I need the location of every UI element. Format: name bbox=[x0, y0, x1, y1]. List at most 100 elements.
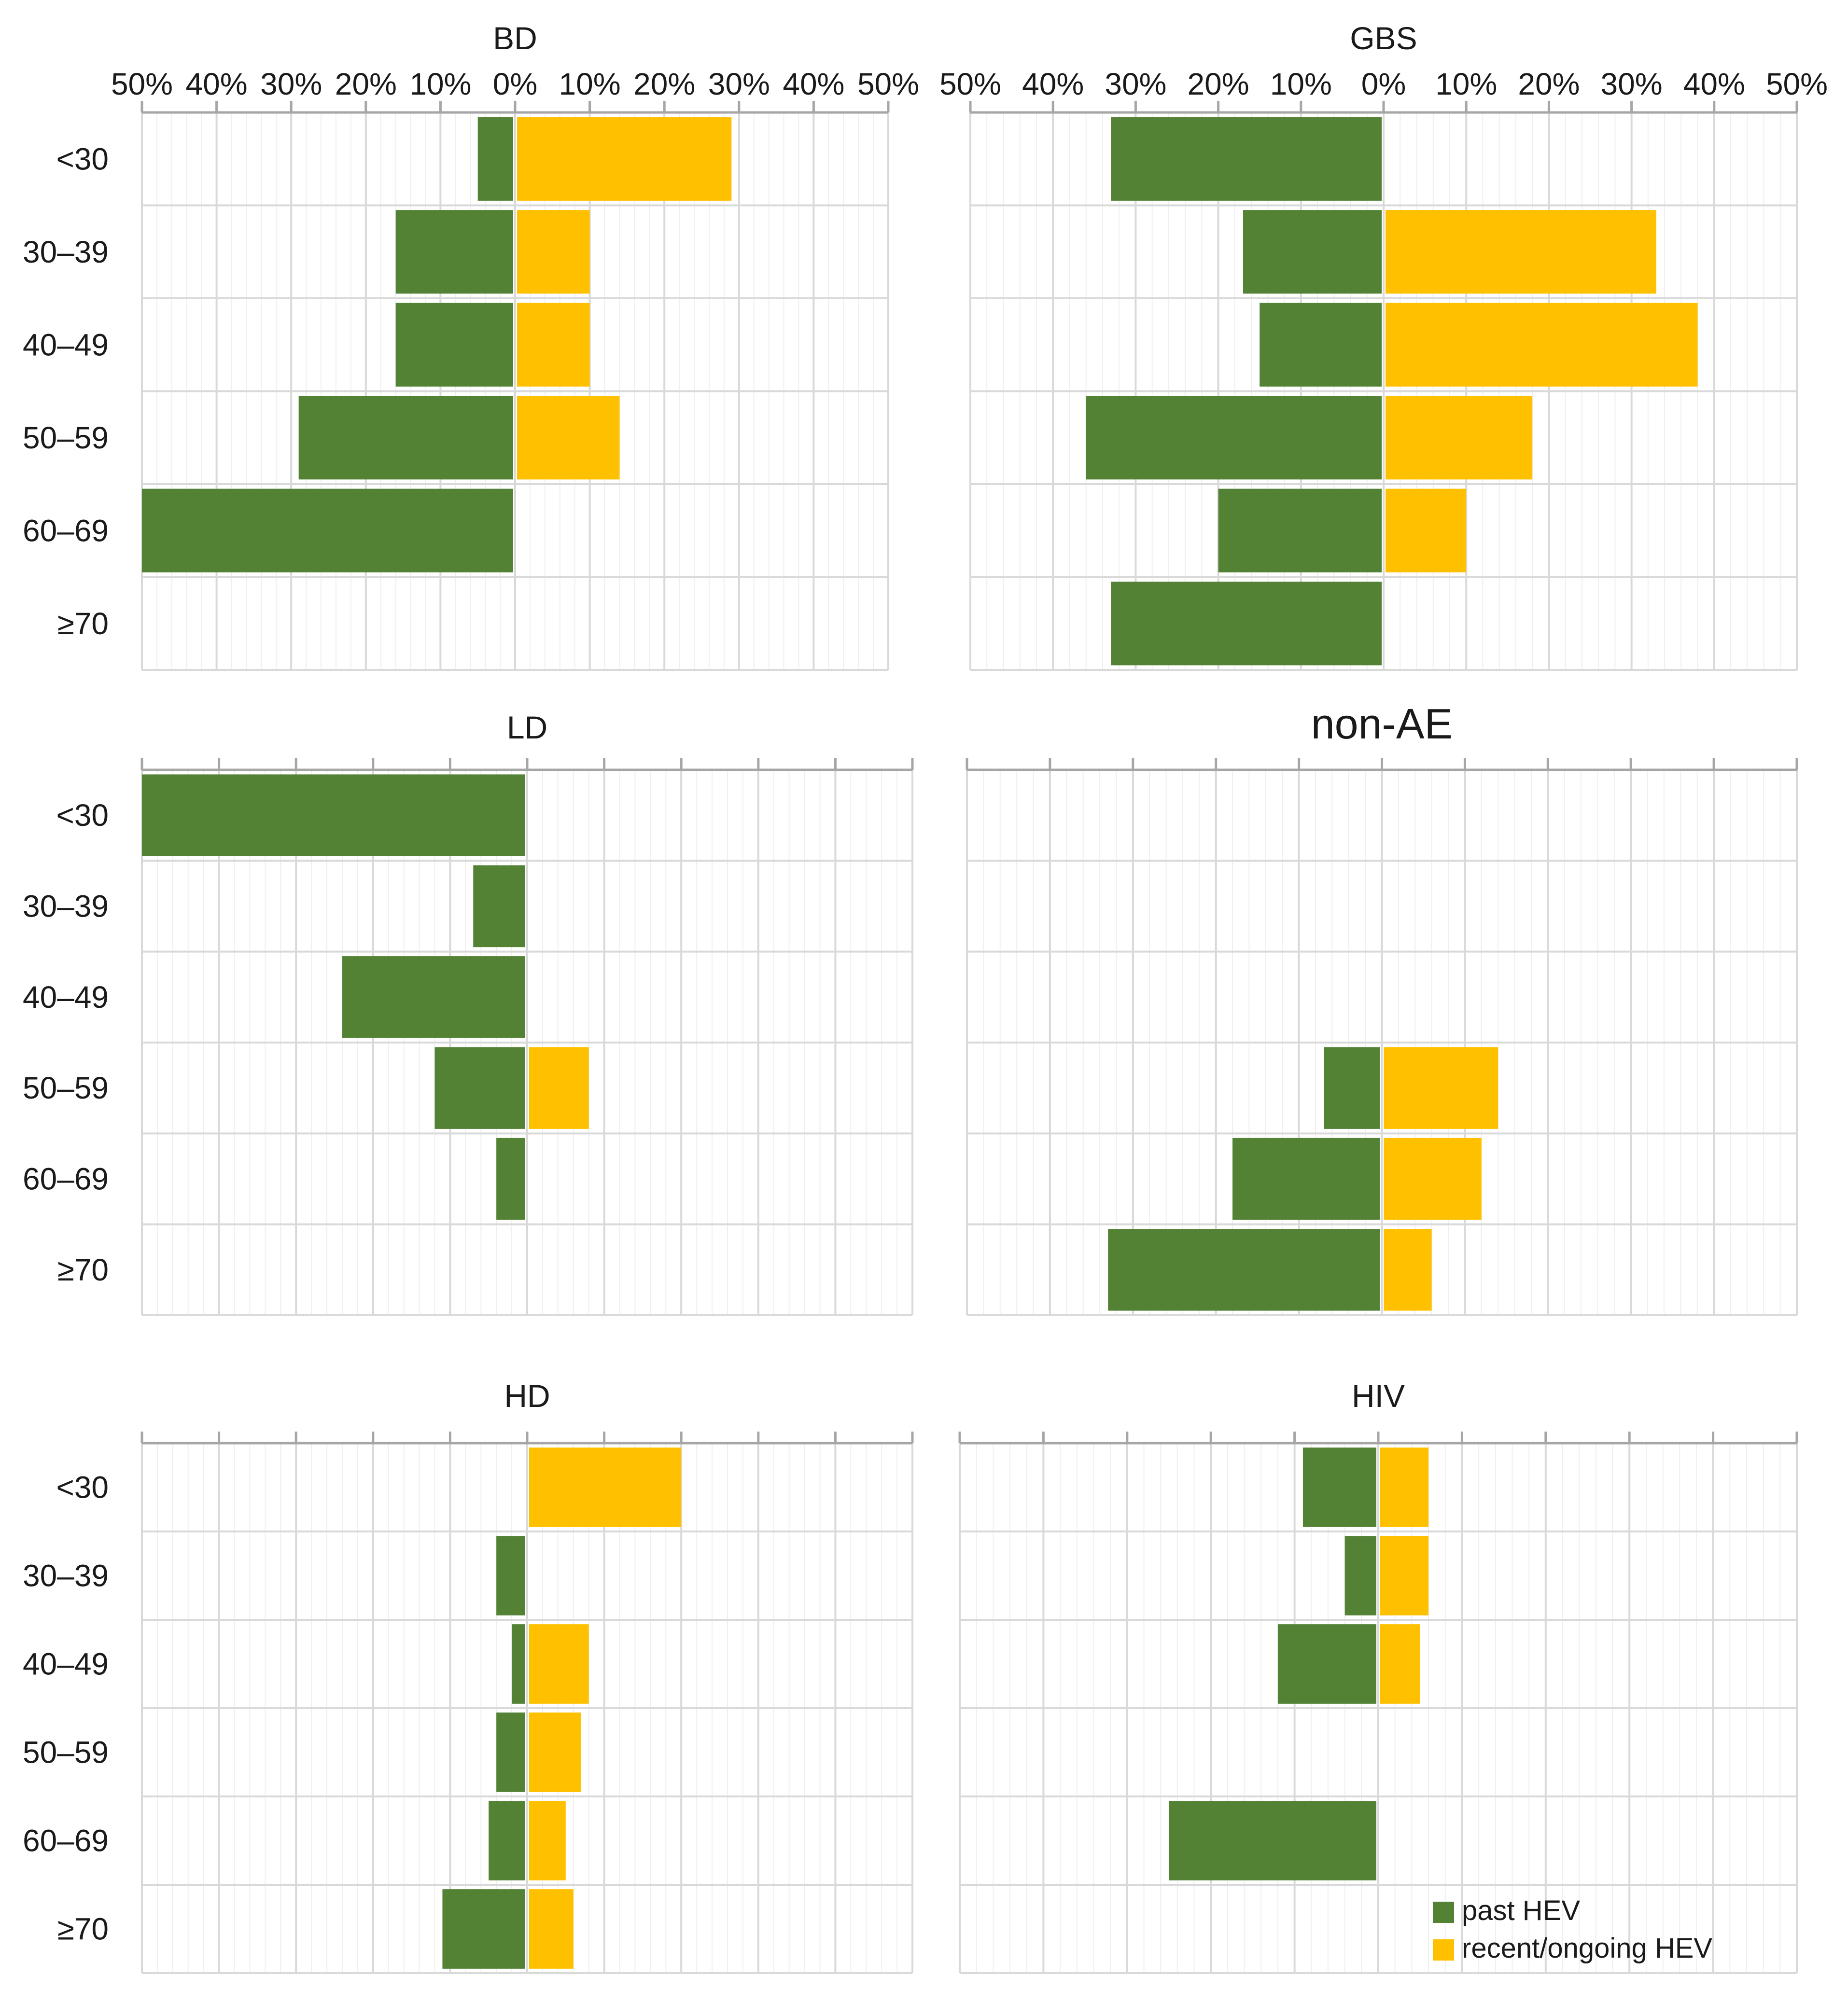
category-label: 50–59 bbox=[23, 1735, 109, 1770]
x-tick-label: 30% bbox=[1105, 67, 1166, 101]
category-label: 40–49 bbox=[23, 1647, 109, 1682]
chart-panel-1: 50% 40% 30% 20% 10% 0% 10% 20% 30% 40% 50% GBS bbox=[939, 20, 1828, 671]
x-tick-label: 40% bbox=[1683, 67, 1745, 101]
bar-past-3 bbox=[1086, 396, 1382, 480]
legend-label-past: past HEV bbox=[1462, 1895, 1580, 1926]
legend: past HEV recent/ongoing HEV bbox=[1433, 1895, 1712, 1964]
bar-recent-1 bbox=[517, 210, 590, 294]
x-tick-label: 50% bbox=[1766, 67, 1828, 101]
x-tick-label: 0% bbox=[493, 67, 538, 101]
x-tick-label: 20% bbox=[335, 67, 397, 101]
x-tick-label: 40% bbox=[186, 67, 248, 101]
bar-recent-3 bbox=[517, 396, 620, 480]
chart-panel-3: non-AE bbox=[966, 700, 1798, 1316]
bar-recent-5 bbox=[1384, 1229, 1432, 1311]
x-tick-label: 10% bbox=[559, 67, 621, 101]
bar-recent-0 bbox=[1380, 1447, 1429, 1527]
bar-past-5 bbox=[442, 1889, 525, 1969]
x-tick-label: 10% bbox=[409, 67, 471, 101]
x-tick-label: 10% bbox=[1435, 67, 1497, 101]
legend-swatch-past bbox=[1433, 1902, 1454, 1923]
bar-past-1 bbox=[1243, 210, 1382, 294]
category-label: 40–49 bbox=[23, 980, 109, 1015]
bar-recent-2 bbox=[529, 1624, 589, 1704]
x-tick-label: 0% bbox=[1361, 67, 1406, 101]
bar-recent-2 bbox=[1380, 1624, 1420, 1704]
bar-past-3 bbox=[434, 1047, 525, 1129]
bar-recent-1 bbox=[1386, 210, 1656, 294]
category-label: ≥70 bbox=[57, 606, 109, 641]
bar-recent-2 bbox=[517, 303, 590, 387]
bar-past-3 bbox=[496, 1712, 525, 1792]
bar-past-0 bbox=[142, 774, 525, 856]
bar-recent-4 bbox=[529, 1801, 566, 1880]
bar-past-0 bbox=[1302, 1447, 1376, 1527]
bar-past-0 bbox=[477, 117, 513, 201]
legend-swatch-recent bbox=[1433, 1939, 1454, 1961]
x-tick-label: 50% bbox=[857, 67, 919, 101]
category-label: <30 bbox=[56, 798, 109, 833]
bar-past-4 bbox=[489, 1801, 525, 1880]
bar-past-5 bbox=[1111, 582, 1382, 666]
x-tick-label: 30% bbox=[1601, 67, 1663, 101]
bar-recent-2 bbox=[1386, 303, 1698, 387]
bar-past-2 bbox=[1277, 1624, 1376, 1704]
category-label: ≥70 bbox=[57, 1252, 109, 1287]
bar-recent-3 bbox=[529, 1047, 589, 1129]
chart-title: GBS bbox=[1350, 20, 1417, 56]
chart-panel-5: HIV bbox=[958, 1378, 1798, 1974]
bar-past-1 bbox=[1344, 1536, 1376, 1615]
category-label: 40–49 bbox=[23, 327, 109, 362]
x-tick-label: 30% bbox=[708, 67, 770, 101]
bar-past-1 bbox=[473, 865, 525, 947]
x-tick-label: 50% bbox=[939, 67, 1001, 101]
category-label: <30 bbox=[56, 141, 109, 176]
bar-past-2 bbox=[342, 956, 525, 1038]
bar-past-2 bbox=[395, 303, 513, 387]
category-label: 60–69 bbox=[23, 1823, 109, 1858]
bar-past-4 bbox=[496, 1138, 525, 1220]
x-tick-label: 10% bbox=[1270, 67, 1332, 101]
bar-recent-3 bbox=[1386, 396, 1533, 480]
chart-title: LD bbox=[507, 710, 547, 745]
x-tick-label: 30% bbox=[260, 67, 322, 101]
category-label: 50–59 bbox=[23, 1071, 109, 1105]
chart-panel-2: <30 30–39 40–49 50–59 60–69 ≥70 LD bbox=[23, 710, 914, 1316]
x-tick-label: 40% bbox=[1022, 67, 1084, 101]
bar-past-2 bbox=[512, 1624, 525, 1704]
category-label: ≥70 bbox=[57, 1912, 109, 1947]
category-label: 30–39 bbox=[23, 1559, 109, 1593]
bar-recent-3 bbox=[529, 1712, 581, 1792]
bar-recent-4 bbox=[1384, 1138, 1482, 1220]
bar-recent-0 bbox=[517, 117, 732, 201]
x-tick-label: 50% bbox=[111, 67, 173, 101]
bar-past-1 bbox=[395, 210, 513, 294]
bar-recent-1 bbox=[1380, 1536, 1429, 1615]
bar-recent-0 bbox=[529, 1447, 682, 1527]
bar-past-0 bbox=[1111, 117, 1382, 201]
category-label: <30 bbox=[56, 1470, 109, 1505]
chart-title: non-AE bbox=[1311, 700, 1453, 748]
x-tick-label: 20% bbox=[1188, 67, 1249, 101]
bar-past-3 bbox=[1324, 1047, 1380, 1129]
x-tick-label: 20% bbox=[633, 67, 695, 101]
bar-past-2 bbox=[1260, 303, 1382, 387]
chart-title: HD bbox=[504, 1378, 550, 1414]
category-label: 30–39 bbox=[23, 889, 109, 924]
bar-recent-3 bbox=[1384, 1047, 1498, 1129]
bar-past-4 bbox=[1169, 1801, 1376, 1880]
bar-past-4 bbox=[142, 488, 513, 572]
chart-title: BD bbox=[493, 20, 537, 56]
chart-title: HIV bbox=[1352, 1378, 1405, 1414]
bar-recent-5 bbox=[529, 1889, 574, 1969]
category-label: 60–69 bbox=[23, 1162, 109, 1197]
bar-past-4 bbox=[1218, 488, 1382, 572]
bar-recent-4 bbox=[1386, 488, 1467, 572]
bar-past-5 bbox=[1108, 1229, 1380, 1311]
x-tick-label: 40% bbox=[783, 67, 844, 101]
x-tick-label: 20% bbox=[1518, 67, 1580, 101]
legend-label-recent: recent/ongoing HEV bbox=[1462, 1933, 1712, 1964]
bar-past-4 bbox=[1232, 1138, 1380, 1220]
bar-past-3 bbox=[298, 396, 513, 480]
